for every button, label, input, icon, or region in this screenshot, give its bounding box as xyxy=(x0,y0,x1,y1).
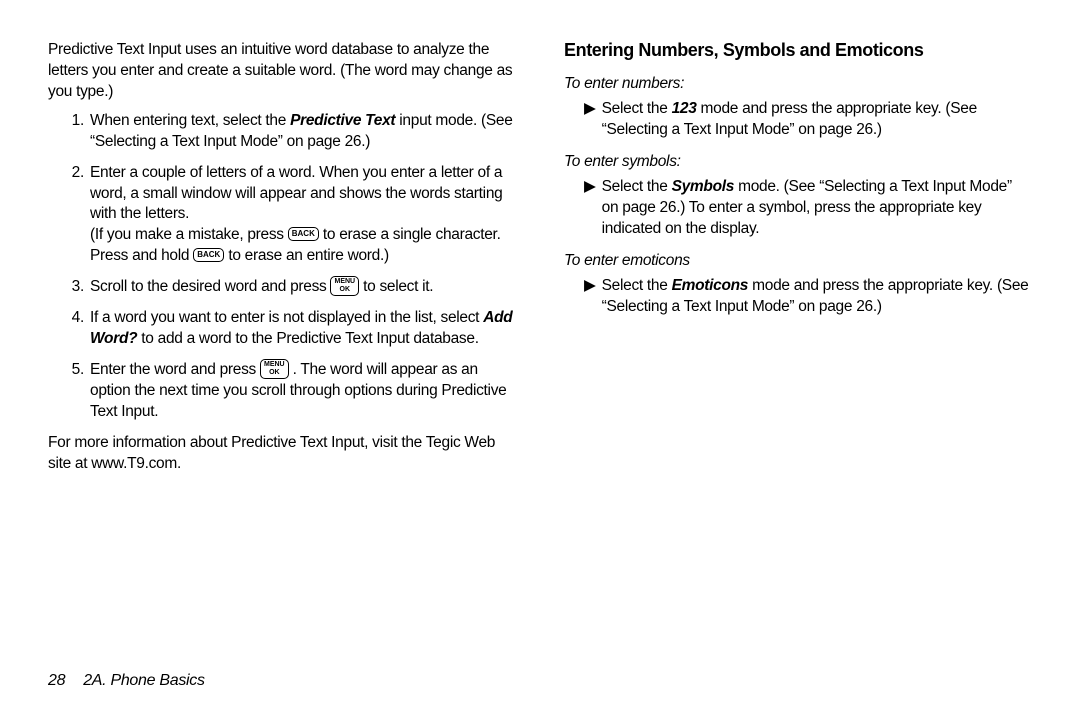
bullet-numbers: ▶ Select the 123 mode and press the appr… xyxy=(584,99,1032,141)
section-heading: Entering Numbers, Symbols and Emoticons xyxy=(564,40,1032,61)
step1-a: When entering text, select the xyxy=(90,112,290,129)
subheading-emoticons: To enter emoticons xyxy=(564,252,1032,270)
step2-b3: to erase an entire word.) xyxy=(224,247,389,264)
step5-a: Enter the word and press xyxy=(90,361,260,378)
b3-bi: Emoticons xyxy=(672,277,749,294)
b1-a: Select the xyxy=(602,100,672,117)
page-number: 28 xyxy=(48,672,65,689)
step4-b: to add a word to the Predictive Text Inp… xyxy=(137,330,478,347)
step-2: Enter a couple of letters of a word. Whe… xyxy=(88,163,516,268)
subheading-symbols: To enter symbols: xyxy=(564,153,1032,171)
subheading-numbers: To enter numbers: xyxy=(564,75,1032,93)
step2-b1: (If you make a mistake, press xyxy=(90,226,288,243)
step3-a: Scroll to the desired word and press xyxy=(90,278,330,295)
menu-ok-key-icon: MENUOK xyxy=(330,276,359,296)
triangle-icon: ▶ xyxy=(584,276,596,318)
step2-a: Enter a couple of letters of a word. Whe… xyxy=(90,164,502,223)
b2-bi: Symbols xyxy=(672,178,735,195)
bullet-emoticons: ▶ Select the Emoticons mode and press th… xyxy=(584,276,1032,318)
step-5: Enter the word and press MENUOK . The wo… xyxy=(88,360,516,423)
step-3: Scroll to the desired word and press MEN… xyxy=(88,277,516,298)
page-footer: 28 2A. Phone Basics xyxy=(48,672,205,690)
step4-a: If a word you want to enter is not displ… xyxy=(90,309,483,326)
b3-a: Select the xyxy=(602,277,672,294)
step1-bi: Predictive Text xyxy=(290,112,395,129)
step-1: When entering text, select the Predictiv… xyxy=(88,111,516,153)
step-4: If a word you want to enter is not displ… xyxy=(88,308,516,350)
step3-b: to select it. xyxy=(359,278,433,295)
bullet-symbols: ▶ Select the Symbols mode. (See “Selecti… xyxy=(584,177,1032,240)
b2-a: Select the xyxy=(602,178,672,195)
section-label: 2A. Phone Basics xyxy=(83,672,205,689)
b1-bi: 123 xyxy=(672,100,697,117)
triangle-icon: ▶ xyxy=(584,99,596,141)
menu-ok-key-icon: MENUOK xyxy=(260,359,289,379)
triangle-icon: ▶ xyxy=(584,177,596,240)
back-key-icon: BACK xyxy=(288,227,319,241)
outro-paragraph: For more information about Predictive Te… xyxy=(48,433,516,475)
intro-paragraph: Predictive Text Input uses an intuitive … xyxy=(48,40,516,103)
back-key-icon: BACK xyxy=(193,248,224,262)
